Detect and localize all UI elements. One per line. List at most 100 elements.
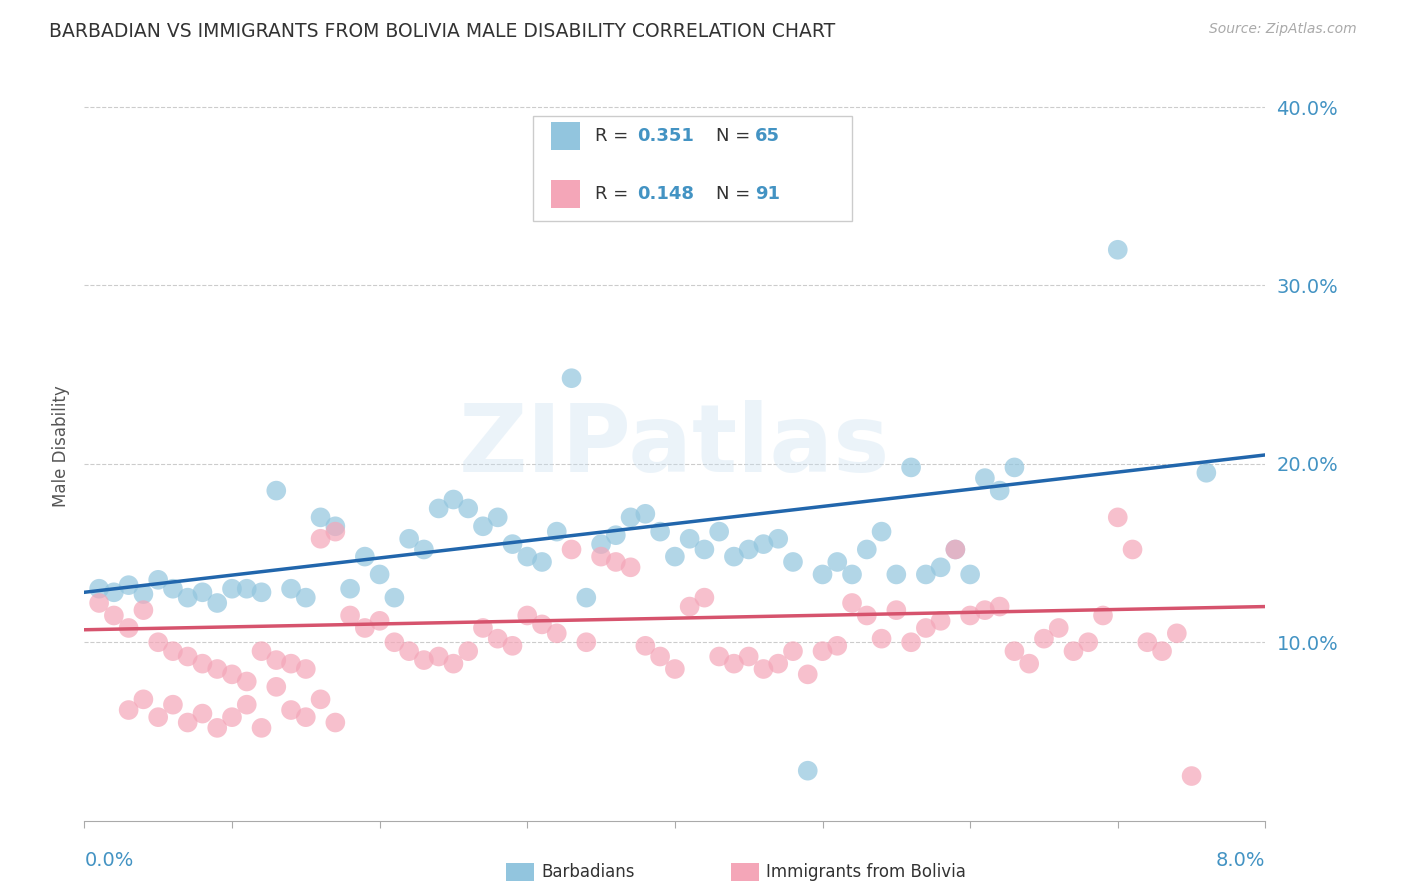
Point (264, 653, 288, 667)
Text: Barbadians: Barbadians (541, 863, 636, 881)
Point (132, 603, 155, 617)
Point (516, 549, 538, 564)
Point (384, 635, 406, 649)
Point (472, 621, 495, 635)
Point (752, 662, 775, 676)
Point (516, 608, 538, 623)
Point (148, 710, 170, 724)
Point (354, 549, 377, 564)
FancyBboxPatch shape (551, 122, 581, 150)
Point (221, 582, 243, 596)
Point (1166, 626, 1188, 640)
Point (782, 555, 804, 569)
Text: BARBADIAN VS IMMIGRANTS FROM BOLIVIA MALE DISABILITY CORRELATION CHART: BARBADIAN VS IMMIGRANTS FROM BOLIVIA MAL… (49, 22, 835, 41)
Point (427, 649, 450, 664)
Point (398, 532, 420, 546)
Point (162, 582, 184, 596)
Point (309, 532, 332, 546)
Point (221, 710, 243, 724)
Point (1092, 608, 1115, 623)
Point (280, 703, 302, 717)
Point (384, 591, 406, 605)
Point (413, 542, 436, 557)
Point (886, 567, 908, 582)
Point (148, 573, 170, 587)
Point (118, 621, 141, 635)
Point (368, 567, 391, 582)
Point (664, 662, 686, 676)
Point (339, 608, 361, 623)
Point (502, 537, 524, 551)
Point (974, 471, 997, 485)
Point (264, 680, 288, 694)
Point (118, 703, 141, 717)
Point (870, 524, 893, 539)
Point (605, 528, 627, 542)
Point (1122, 542, 1144, 557)
Point (177, 715, 200, 730)
Point (207, 721, 229, 735)
Point (502, 639, 524, 653)
Point (886, 603, 908, 617)
Point (945, 542, 967, 557)
Point (235, 674, 259, 689)
Point (855, 542, 877, 557)
Point (191, 657, 214, 671)
Point (738, 649, 761, 664)
Point (103, 608, 125, 623)
Point (870, 632, 893, 646)
Point (575, 635, 598, 649)
Point (561, 542, 583, 557)
Point (132, 587, 155, 601)
Point (929, 614, 952, 628)
Point (295, 710, 318, 724)
Text: 0.0%: 0.0% (84, 851, 134, 870)
Point (827, 639, 849, 653)
Point (1077, 635, 1099, 649)
Point (709, 649, 731, 664)
Point (309, 510, 332, 524)
Point (693, 542, 716, 557)
Point (709, 524, 731, 539)
Point (605, 555, 627, 569)
Text: 91: 91 (755, 185, 780, 202)
Point (546, 626, 568, 640)
Point (575, 591, 598, 605)
Point (177, 649, 200, 664)
Point (768, 532, 790, 546)
Point (546, 524, 568, 539)
Point (1181, 769, 1204, 783)
Point (250, 585, 273, 599)
Point (177, 591, 200, 605)
Point (841, 567, 863, 582)
Point (250, 644, 273, 658)
Point (650, 524, 672, 539)
Point (87, 582, 111, 596)
Point (1063, 644, 1085, 658)
Point (1004, 460, 1026, 475)
Point (207, 662, 229, 676)
Point (427, 501, 450, 516)
Point (811, 567, 834, 582)
Point (457, 644, 479, 658)
Point (325, 715, 347, 730)
Point (398, 644, 420, 658)
Point (827, 555, 849, 569)
Point (988, 599, 1011, 614)
Point (1150, 644, 1173, 658)
Point (1107, 243, 1129, 257)
Point (295, 591, 318, 605)
Point (472, 519, 495, 533)
Point (723, 549, 745, 564)
Point (1136, 635, 1159, 649)
Point (679, 599, 702, 614)
Point (768, 657, 790, 671)
Point (354, 621, 377, 635)
Point (531, 555, 554, 569)
Point (841, 596, 863, 610)
Point (679, 532, 702, 546)
Point (752, 537, 775, 551)
Point (1107, 510, 1129, 524)
Text: 8.0%: 8.0% (1216, 851, 1265, 870)
Point (723, 657, 745, 671)
